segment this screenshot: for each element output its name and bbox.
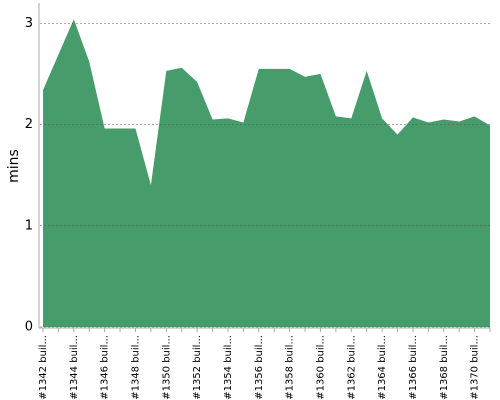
area (43, 19, 490, 327)
y-tick-label: 0 (25, 320, 33, 335)
x-tick-label: #1346 buil... (100, 335, 111, 400)
x-tick-label: #1362 buil... (346, 335, 357, 400)
y-tick-label: 3 (25, 16, 33, 31)
x-tick-label: #1354 buil... (223, 335, 234, 400)
y-axis-label: mins (6, 149, 22, 183)
x-tick-label: #1364 buil... (377, 335, 388, 400)
x-tick-label: #1342 buil... (38, 335, 49, 400)
x-tick-label: #1360 buil... (315, 335, 326, 400)
x-tick-label: #1368 buil... (439, 335, 450, 400)
y-tick-label: 2 (25, 117, 33, 132)
x-tick-label: #1356 buil... (254, 335, 265, 400)
x-tick-label: #1352 buil... (192, 335, 203, 400)
x-tick-label: #1344 buil... (69, 335, 80, 400)
x-tick-label: #1348 buil... (130, 335, 141, 400)
x-tick-label: #1370 buil... (470, 335, 481, 400)
y-tick-label: 1 (25, 218, 33, 233)
x-tick-label: #1350 buil... (161, 335, 172, 400)
x-tick-label: #1358 buil... (285, 335, 296, 400)
x-tick-label: #1366 buil... (408, 335, 419, 400)
